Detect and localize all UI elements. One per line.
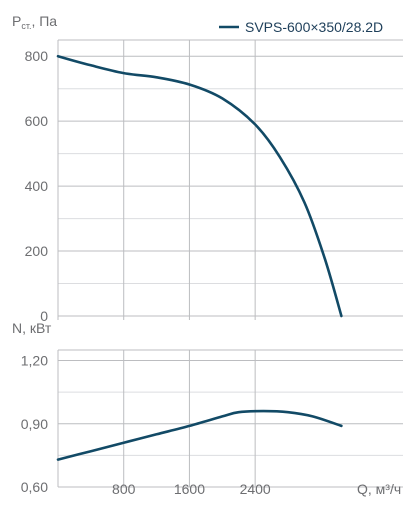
x-tick-label: 2400	[240, 481, 271, 497]
pressure-curve	[56, 54, 343, 318]
power-chart-panel: N, кВт 0,60 0,90 1,20 800 1600 2400 Q, м³/ч	[12, 320, 403, 497]
power-curve	[56, 409, 343, 461]
y-tick-label: 0,90	[21, 416, 48, 432]
y-tick-label: 200	[25, 243, 49, 259]
y-tick-label: 600	[25, 113, 49, 129]
pressure-tick-labels: 0 200 400 600 800	[25, 48, 49, 324]
pressure-axis-title: Pст., Па	[12, 13, 57, 31]
y-tick-label: 0,60	[21, 479, 48, 495]
pressure-chart-panel: Pст., Па 0 200 400 600 800 SVPS-600×350/28.2…	[12, 13, 403, 324]
legend: SVPS-600×350/28.2D	[219, 19, 383, 35]
flow-axis-title: Q, м³/ч	[357, 481, 401, 497]
legend-label: SVPS-600×350/28.2D	[245, 19, 383, 35]
pressure-series	[56, 54, 343, 318]
x-tick-label: 1600	[174, 481, 205, 497]
y-tick-label: 400	[25, 178, 49, 194]
power-grid	[57, 349, 403, 488]
y-tick-label: 1,20	[21, 353, 48, 369]
x-tick-label: 800	[112, 481, 136, 497]
flow-tick-labels: 800 1600 2400	[112, 481, 271, 497]
y-tick-label: 800	[25, 48, 49, 64]
power-tick-labels: 0,60 0,90 1,20	[21, 353, 48, 495]
pressure-grid	[57, 39, 403, 320]
power-series	[56, 409, 343, 461]
power-axis-title: N, кВт	[12, 320, 52, 336]
y-tick-label: 0	[40, 308, 48, 324]
